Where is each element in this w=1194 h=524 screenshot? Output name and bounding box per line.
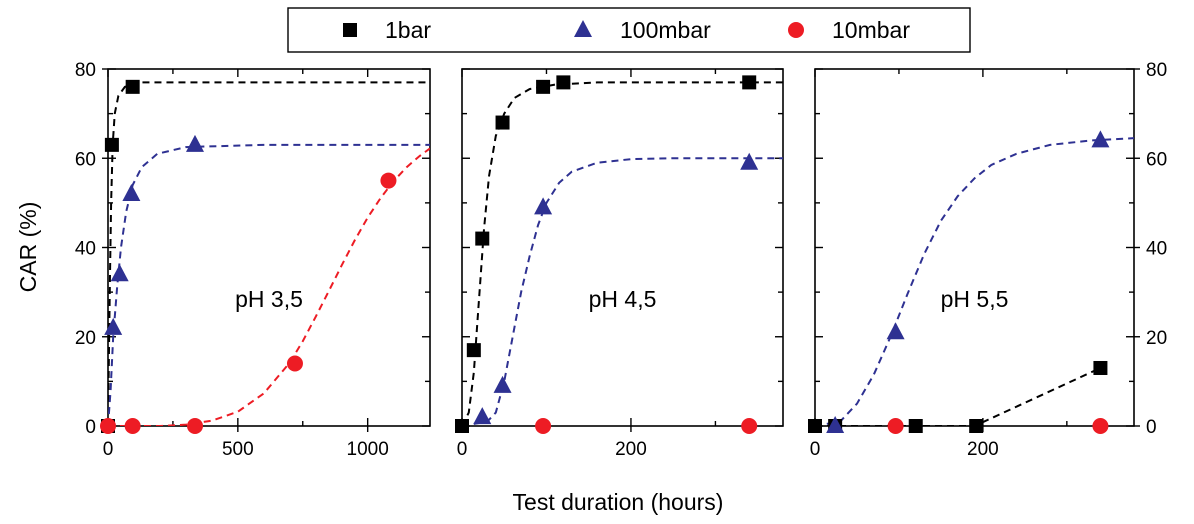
legend-label-10mbar: 10mbar: [832, 17, 910, 43]
data-point-100mbar: [1091, 130, 1110, 148]
y-tick-label: 60: [1146, 149, 1167, 170]
data-point-1bar: [466, 343, 481, 358]
fit-line-100mbar: [815, 137, 1134, 426]
data-point-10mbar: [1092, 418, 1109, 434]
data-point-1bar: [495, 115, 510, 130]
data-point-10mbar: [887, 418, 904, 434]
x-tick-label: 0: [810, 439, 821, 460]
x-tick-label: 500: [222, 439, 254, 460]
data-point-1bar: [455, 419, 469, 433]
y-tick-label: 80: [1146, 60, 1167, 81]
x-tick-label: 200: [967, 439, 999, 460]
fit-line-100mbar: [462, 157, 783, 426]
panel-label: pH 3,5: [235, 286, 303, 312]
data-point-100mbar: [473, 407, 492, 425]
y-tick-label: 20: [1146, 328, 1167, 349]
fit-line-10mbar: [108, 147, 430, 426]
x-axis-title: Test duration (hours): [513, 489, 724, 515]
y-tick-label: 40: [1146, 239, 1167, 260]
data-point-100mbar: [886, 322, 905, 340]
data-point-100mbar: [493, 375, 512, 393]
y-tick-label: 80: [75, 60, 96, 81]
data-point-1bar: [125, 79, 140, 94]
data-point-10mbar: [741, 418, 758, 434]
x-tick-label: 1000: [347, 439, 389, 460]
data-point-100mbar: [826, 416, 845, 433]
data-point-10mbar: [286, 355, 303, 372]
fit-line-1bar: [815, 367, 1101, 426]
data-point-100mbar: [110, 264, 129, 282]
chart-panels: 0 20 40 60 80 0 500 1000 pH 3,5 0 200 pH 4,5 0 20 40 60…: [75, 60, 1167, 460]
data-point-10mbar: [380, 172, 397, 189]
x-tick-label: 0: [103, 439, 114, 460]
y-tick-label: 20: [75, 328, 96, 349]
panel-1: 0 20 40 60 80 0 500 1000 pH 3,5: [75, 60, 431, 460]
legend-marker-10mbar: [788, 22, 804, 38]
data-point-100mbar: [122, 183, 141, 201]
data-point-100mbar: [104, 317, 123, 335]
plot-area: [108, 81, 430, 426]
y-tick-label: 0: [85, 417, 96, 438]
data-point-1bar: [536, 79, 551, 94]
data-point-100mbar: [740, 152, 759, 170]
panel-label: pH 5,5: [941, 286, 1009, 312]
y-tick-label: 40: [75, 239, 96, 260]
data-point-1bar: [808, 419, 822, 433]
panel-frame: [461, 68, 784, 427]
panel-frame: [107, 68, 431, 427]
legend-box: [287, 7, 971, 53]
legend-label-100mbar: 100mbar: [620, 17, 711, 43]
y-axis-title: CAR (%): [15, 202, 41, 293]
plot-area: [462, 81, 783, 426]
panel-2: 0 200 pH 4,5: [455, 68, 784, 460]
data-point-1bar: [475, 231, 490, 246]
panel-label: pH 4,5: [589, 286, 657, 312]
data-point-1bar: [908, 419, 923, 433]
data-point-10mbar: [100, 418, 116, 434]
legend: 1bar 100mbar 10mbar: [287, 7, 971, 53]
data-point-1bar: [742, 75, 757, 90]
legend-marker-1bar: [343, 23, 357, 37]
data-point-1bar: [1093, 360, 1108, 375]
y-tick-label: 0: [1146, 417, 1157, 438]
fit-line-1bar: [108, 81, 430, 426]
legend-label-1bar: 1bar: [385, 17, 431, 43]
panel-3: 0 20 40 60 80 0 200 pH 5,5: [808, 60, 1167, 460]
fit-line-1bar: [462, 81, 783, 426]
x-tick-label: 200: [615, 439, 647, 460]
data-point-1bar: [969, 419, 984, 433]
data-point-100mbar: [534, 197, 553, 215]
y-tick-label: 60: [75, 149, 96, 170]
data-point-100mbar: [185, 134, 204, 152]
data-point-1bar: [556, 75, 571, 90]
panel-frame: [814, 68, 1135, 427]
plot-area: [815, 137, 1134, 426]
data-point-10mbar: [186, 418, 203, 434]
data-point-10mbar: [535, 418, 552, 434]
data-point-10mbar: [124, 418, 141, 434]
x-tick-label: 0: [457, 439, 468, 460]
legend-marker-100mbar: [574, 20, 592, 37]
data-point-1bar: [104, 137, 119, 152]
